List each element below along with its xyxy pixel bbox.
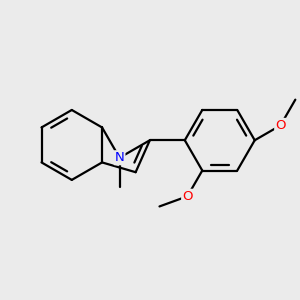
Text: O: O <box>275 119 286 132</box>
Text: O: O <box>182 190 193 203</box>
Text: N: N <box>115 151 124 164</box>
